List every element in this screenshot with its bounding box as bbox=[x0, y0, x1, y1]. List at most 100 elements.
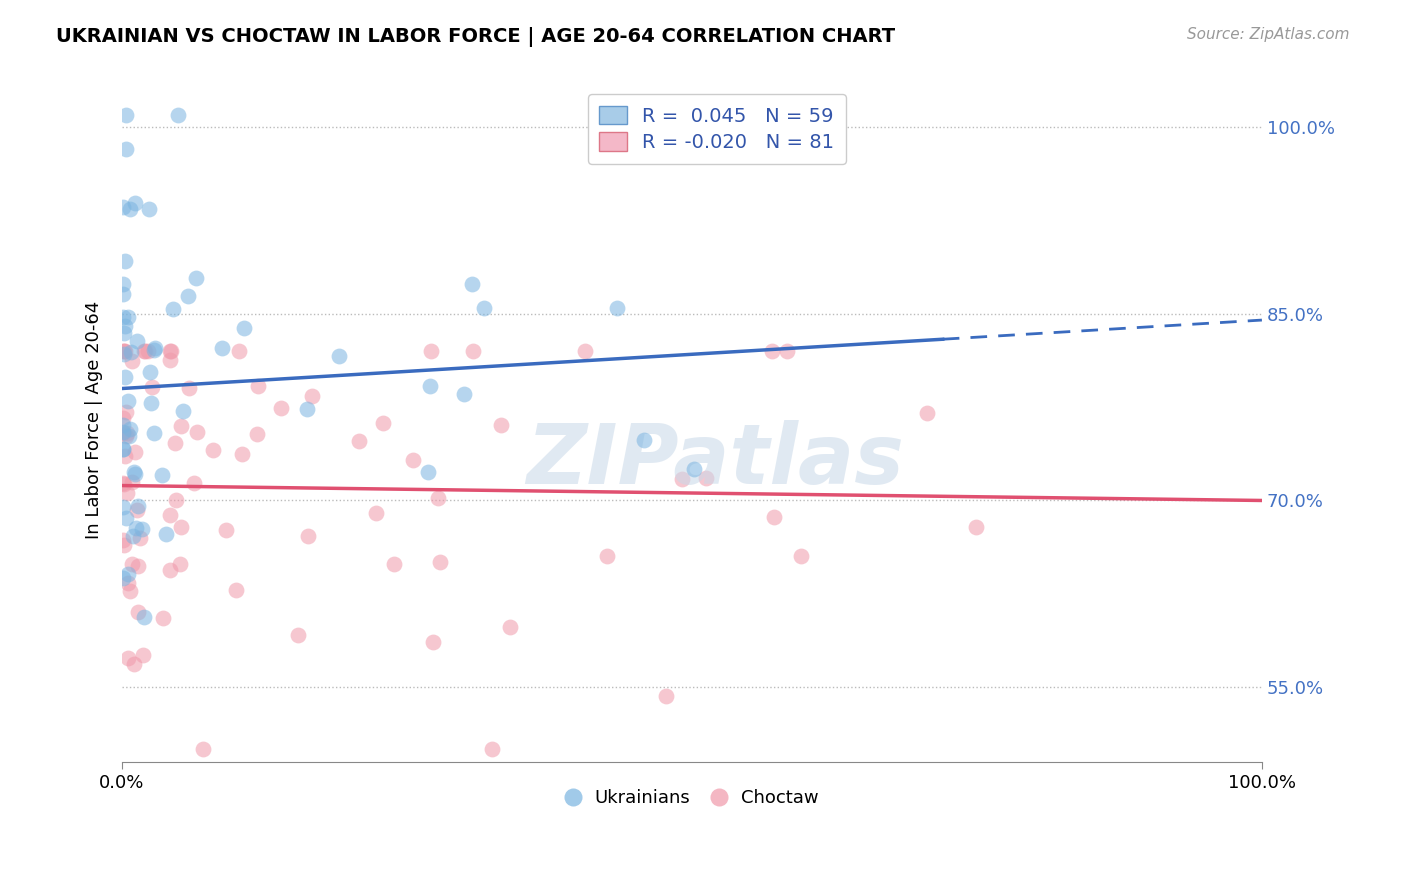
Point bbox=[965, 520, 987, 534]
Point bbox=[150, 467, 173, 482]
Point bbox=[112, 476, 135, 491]
Point bbox=[295, 402, 318, 417]
Point bbox=[139, 396, 162, 410]
Point bbox=[481, 742, 503, 756]
Point bbox=[695, 471, 717, 485]
Point bbox=[125, 334, 148, 348]
Point bbox=[297, 529, 319, 543]
Point bbox=[112, 310, 135, 324]
Point bbox=[246, 379, 269, 393]
Point bbox=[246, 426, 269, 441]
Point bbox=[761, 344, 783, 359]
Point bbox=[228, 344, 250, 359]
Y-axis label: In Labor Force | Age 20-64: In Labor Force | Age 20-64 bbox=[86, 301, 103, 539]
Point bbox=[683, 462, 706, 476]
Point bbox=[115, 142, 138, 156]
Point bbox=[112, 426, 135, 441]
Point bbox=[112, 411, 135, 425]
Point bbox=[654, 689, 676, 703]
Point bbox=[287, 628, 309, 642]
Point bbox=[177, 289, 200, 303]
Point bbox=[472, 301, 495, 316]
Point bbox=[633, 434, 655, 448]
Point bbox=[125, 503, 148, 517]
Point bbox=[152, 610, 174, 624]
Point bbox=[418, 465, 440, 479]
Point bbox=[112, 286, 135, 301]
Text: Source: ZipAtlas.com: Source: ZipAtlas.com bbox=[1187, 27, 1350, 42]
Point bbox=[574, 344, 596, 359]
Point bbox=[112, 344, 135, 359]
Point bbox=[112, 200, 135, 214]
Point bbox=[118, 429, 141, 443]
Point bbox=[499, 620, 522, 634]
Point bbox=[453, 387, 475, 401]
Point bbox=[233, 321, 256, 335]
Point bbox=[371, 416, 394, 430]
Legend: Ukrainians, Choctaw: Ukrainians, Choctaw bbox=[558, 782, 825, 814]
Point bbox=[112, 425, 135, 439]
Point bbox=[162, 302, 184, 317]
Point bbox=[120, 345, 142, 359]
Point bbox=[184, 271, 207, 285]
Point bbox=[426, 491, 449, 505]
Point bbox=[165, 492, 187, 507]
Point bbox=[114, 108, 136, 122]
Point bbox=[134, 609, 156, 624]
Point bbox=[121, 353, 143, 368]
Point bbox=[112, 571, 135, 585]
Point bbox=[172, 403, 194, 417]
Point bbox=[112, 442, 135, 456]
Point bbox=[114, 319, 136, 334]
Point bbox=[121, 475, 143, 490]
Point bbox=[606, 301, 628, 315]
Point bbox=[183, 476, 205, 491]
Point bbox=[136, 344, 159, 359]
Point bbox=[112, 344, 135, 359]
Point bbox=[422, 635, 444, 649]
Point bbox=[596, 549, 619, 563]
Point bbox=[201, 443, 224, 458]
Point bbox=[112, 347, 135, 361]
Point bbox=[155, 526, 177, 541]
Point bbox=[167, 108, 190, 122]
Text: UKRAINIAN VS CHOCTAW IN LABOR FORCE | AGE 20-64 CORRELATION CHART: UKRAINIAN VS CHOCTAW IN LABOR FORCE | AG… bbox=[56, 27, 896, 46]
Point bbox=[125, 521, 148, 535]
Point bbox=[131, 522, 153, 536]
Point bbox=[112, 500, 135, 514]
Point bbox=[461, 344, 484, 359]
Point bbox=[915, 407, 938, 421]
Point bbox=[491, 417, 513, 432]
Point bbox=[115, 486, 138, 500]
Point bbox=[112, 277, 135, 291]
Point bbox=[138, 202, 160, 217]
Point bbox=[231, 447, 253, 461]
Point bbox=[225, 582, 247, 597]
Point bbox=[776, 344, 799, 359]
Point bbox=[129, 531, 152, 545]
Point bbox=[301, 389, 323, 403]
Point bbox=[132, 648, 155, 662]
Point bbox=[118, 422, 141, 436]
Point bbox=[160, 344, 183, 359]
Point bbox=[117, 651, 139, 665]
Point bbox=[419, 344, 441, 359]
Point bbox=[762, 510, 785, 524]
Point bbox=[211, 342, 233, 356]
Point bbox=[121, 529, 143, 543]
Point bbox=[349, 434, 371, 448]
Point bbox=[143, 341, 166, 355]
Point bbox=[328, 349, 350, 363]
Text: ZIPatlas: ZIPatlas bbox=[526, 420, 904, 501]
Point bbox=[114, 511, 136, 525]
Point bbox=[118, 202, 141, 216]
Point bbox=[159, 344, 181, 359]
Point bbox=[143, 426, 166, 441]
Point bbox=[163, 436, 186, 450]
Point bbox=[159, 508, 181, 523]
Point bbox=[159, 352, 181, 367]
Point bbox=[117, 310, 139, 324]
Point bbox=[127, 605, 149, 619]
Point bbox=[120, 584, 142, 599]
Point bbox=[115, 405, 138, 419]
